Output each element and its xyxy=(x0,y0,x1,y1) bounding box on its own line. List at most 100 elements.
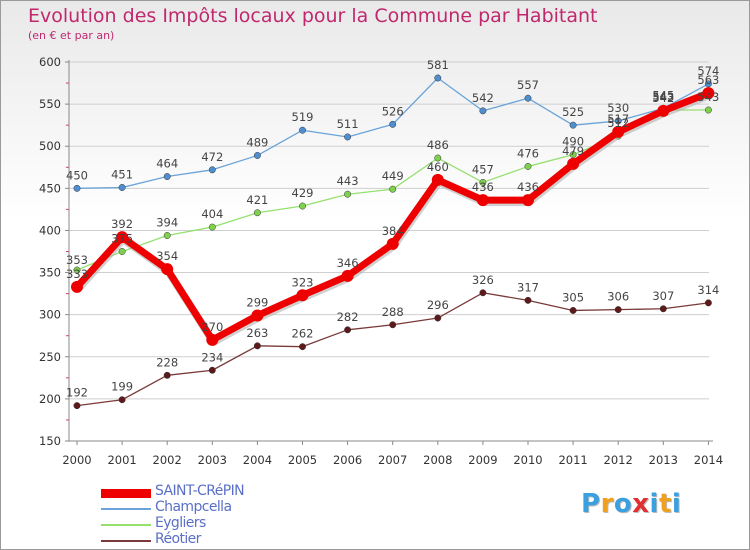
legend-label: Champcella xyxy=(155,499,232,515)
y-tick-label: 200 xyxy=(39,392,61,406)
data-point xyxy=(522,194,534,207)
x-tick-label: 2008 xyxy=(423,453,452,467)
data-label: 282 xyxy=(337,310,359,324)
data-point xyxy=(657,104,670,117)
data-label: 460 xyxy=(427,160,449,174)
data-point xyxy=(479,178,487,186)
data-point xyxy=(161,263,174,276)
data-label: 326 xyxy=(472,273,494,287)
data-label: 511 xyxy=(337,117,359,131)
data-label: 489 xyxy=(246,135,268,149)
x-tick-label: 2010 xyxy=(513,453,542,467)
data-point xyxy=(251,309,264,322)
x-tick-label: 2003 xyxy=(198,453,227,467)
data-label: 542 xyxy=(652,91,674,105)
data-point xyxy=(299,343,306,351)
data-point xyxy=(344,190,352,198)
legend-label: Réotier xyxy=(155,531,201,547)
data-point xyxy=(434,154,442,162)
y-tick-label: 400 xyxy=(39,223,61,237)
data-point xyxy=(73,402,81,410)
data-label: 354 xyxy=(156,249,178,263)
data-point xyxy=(341,269,354,282)
data-label: 404 xyxy=(201,207,223,221)
chart-title: Evolution des Impôts locaux pour la Comm… xyxy=(28,5,598,27)
y-tick-label: 150 xyxy=(39,434,61,448)
data-label: 392 xyxy=(111,217,133,231)
data-point xyxy=(434,314,442,322)
legend-label: Eygliers xyxy=(155,515,206,531)
y-tick-label: 350 xyxy=(39,266,61,280)
data-label: 306 xyxy=(607,290,629,304)
data-point xyxy=(479,107,487,115)
data-point xyxy=(299,126,306,134)
data-label: 479 xyxy=(562,144,584,158)
data-label: 525 xyxy=(562,105,584,119)
data-point xyxy=(118,396,126,404)
data-label: 530 xyxy=(607,101,629,115)
x-tick-label: 2007 xyxy=(378,453,407,467)
data-label: 263 xyxy=(246,326,268,340)
data-label: 384 xyxy=(382,224,404,238)
data-label: 563 xyxy=(697,73,719,87)
data-label: 314 xyxy=(697,283,719,297)
data-point xyxy=(567,157,580,170)
data-label: 394 xyxy=(156,215,178,229)
data-label: 542 xyxy=(472,91,494,105)
data-label: 234 xyxy=(201,350,223,364)
legend-label: SAINT-CRéPIN xyxy=(155,483,245,499)
logo-letter: r xyxy=(600,489,614,519)
legend-swatch xyxy=(101,524,151,526)
data-label: 543 xyxy=(697,90,719,104)
proxiti-logo: Proxiti xyxy=(581,489,681,519)
data-label: 421 xyxy=(246,193,268,207)
data-label: 545 xyxy=(652,88,674,102)
data-label: 512 xyxy=(607,116,629,130)
x-tick-label: 2002 xyxy=(153,453,182,467)
data-point xyxy=(614,117,622,125)
data-label: 486 xyxy=(427,138,449,152)
data-label: 429 xyxy=(292,186,314,200)
logo-letter: x xyxy=(632,489,650,519)
data-point xyxy=(208,223,216,231)
data-label: 543 xyxy=(652,90,674,104)
data-point xyxy=(116,231,129,244)
data-label: 323 xyxy=(292,275,314,289)
data-label: 262 xyxy=(292,327,314,341)
data-point xyxy=(524,296,532,304)
y-tick-label: 300 xyxy=(39,308,61,322)
data-point xyxy=(524,162,532,170)
x-tick-label: 2014 xyxy=(694,453,723,467)
data-point xyxy=(71,280,83,293)
data-point xyxy=(118,184,126,191)
data-label: 270 xyxy=(201,320,223,334)
data-point xyxy=(344,133,352,141)
data-label: 346 xyxy=(337,256,359,270)
data-label: 299 xyxy=(246,296,268,310)
data-point xyxy=(389,120,397,128)
data-label: 517 xyxy=(607,112,629,126)
x-tick-label: 2012 xyxy=(604,453,633,467)
data-point xyxy=(208,366,216,374)
legend-swatch xyxy=(101,540,151,542)
legend-swatch xyxy=(101,489,151,498)
data-point xyxy=(389,185,397,193)
logo-letter: i xyxy=(649,489,659,519)
data-point xyxy=(344,326,352,334)
data-point xyxy=(299,202,306,210)
data-point xyxy=(702,87,715,100)
data-point xyxy=(253,152,261,159)
data-point xyxy=(614,306,622,314)
data-label: 288 xyxy=(382,305,404,319)
data-point xyxy=(704,80,712,88)
x-tick-label: 2011 xyxy=(558,453,587,467)
x-tick-label: 2001 xyxy=(107,453,136,467)
data-label: 199 xyxy=(111,380,133,394)
y-tick-label: 600 xyxy=(39,55,61,69)
data-point xyxy=(163,232,171,239)
data-label: 476 xyxy=(517,146,539,160)
legend-swatch xyxy=(101,508,151,510)
data-label: 519 xyxy=(292,110,314,124)
y-tick-label: 550 xyxy=(39,97,61,111)
